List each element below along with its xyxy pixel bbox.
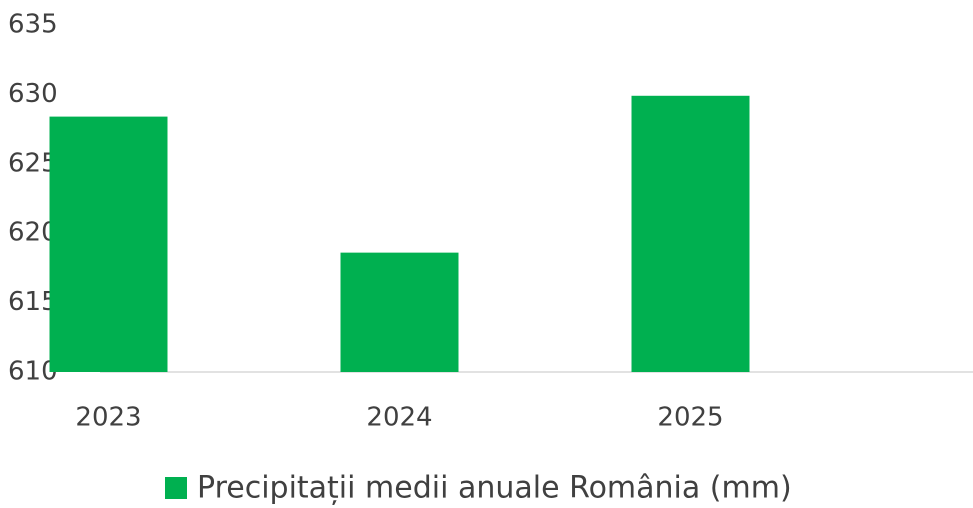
x-tick-label: 2024 (366, 403, 432, 433)
y-tick-label: 615 (8, 287, 58, 317)
y-tick-label: 625 (8, 148, 58, 178)
x-tick-label: 2023 (75, 403, 141, 433)
legend-label: Precipitații medii anuale România (mm) (197, 471, 792, 506)
y-tick-label: 630 (8, 79, 58, 109)
y-tick-label: 610 (8, 357, 58, 387)
bar (49, 116, 168, 372)
bar (340, 252, 459, 372)
y-tick-label: 620 (8, 218, 58, 248)
legend-swatch (165, 477, 187, 499)
bar (631, 95, 750, 373)
y-tick-label: 635 (8, 10, 58, 40)
x-tick-label: 2025 (657, 403, 723, 433)
